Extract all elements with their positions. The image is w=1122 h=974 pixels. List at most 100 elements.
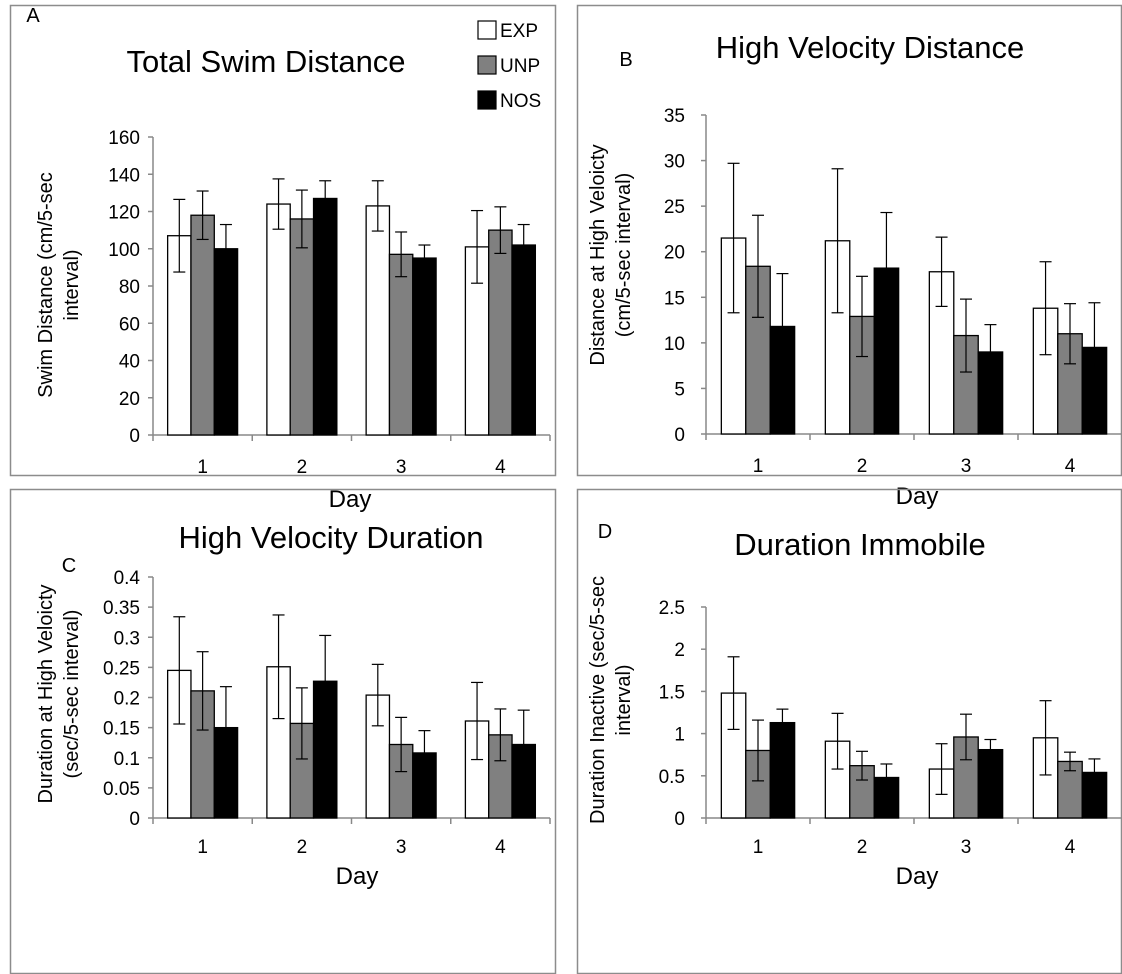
bar-nos-day-2 [312, 197, 338, 436]
error-bar-unp-day-3 [960, 298, 972, 373]
bar-nos-day-1 [213, 248, 239, 436]
legend-swatch-unp [477, 55, 497, 75]
bar-unp-day-4 [488, 229, 513, 436]
y-axis-label: Distance at High Veloicty (cm/5-sec inter… [587, 144, 635, 365]
error-bar-unp-day-4 [1064, 303, 1076, 365]
chart-panel-b: 0 5 10 15 20 25 30 35 1 2 3 4 High Velocity Distance… [576, 4, 1122, 510]
legend-label-nos: NOS [500, 91, 541, 112]
error-bar-unp-day-3 [395, 231, 408, 278]
error-bar-exp-day-2 [272, 614, 285, 720]
y-tick-label: 35 [664, 106, 685, 127]
error-bar-exp-day-3 [371, 663, 384, 727]
y-tick-label: 140 [108, 165, 140, 186]
y-tick-label: 30 [664, 152, 685, 173]
legend-swatch-exp [477, 20, 497, 40]
error-bar-unp-day-4 [1064, 751, 1076, 772]
x-tick-label: 1 [197, 837, 208, 858]
error-bar-nos-day-1 [776, 708, 789, 737]
panel-label: A [26, 5, 40, 27]
y-axis-label: Duration Inactive (sec/5-sec interval) [587, 576, 635, 824]
x-tick-label: 3 [961, 456, 972, 477]
error-bar-unp-day-3 [960, 713, 972, 761]
y-tick-label: 10 [664, 334, 685, 355]
error-bar-exp-day-4 [471, 681, 484, 761]
error-bar-nos-day-2 [319, 634, 332, 728]
legend: EXP UNP NOS [477, 20, 541, 112]
bar-nos-day-2 [873, 776, 900, 819]
x-tick-label: 3 [961, 837, 972, 858]
error-bar-unp-day-4 [494, 708, 507, 762]
y-tick-label: 20 [664, 243, 685, 264]
error-bar-unp-day-4 [494, 206, 507, 255]
x-tick-label: 4 [495, 837, 506, 858]
y-axis-label-line: Duration at High Veloicty [35, 584, 57, 803]
error-bar-unp-day-1 [196, 190, 209, 241]
y-axis-label: Duration at High Veloicty (sec/5-sec inte… [35, 584, 83, 803]
y-tick-label: 100 [108, 240, 140, 261]
x-tick-label: 2 [297, 457, 308, 478]
error-bar-unp-day-3 [395, 716, 408, 773]
bar-exp-day-2 [824, 740, 851, 819]
y-axis-label: Swim Distance (cm/5-sec interval) [35, 172, 83, 398]
y-axis-label-line: interval) [61, 249, 83, 320]
error-bar-unp-day-1 [752, 719, 764, 782]
error-bar-nos-day-2 [880, 211, 893, 325]
chart-panel-c: 0 0.05 0.1 0.15 0.2 0.25 0.3 0.35 0.4 1 2 3 4 High Ve… [9, 488, 557, 974]
legend-label-unp: UNP [500, 56, 540, 77]
y-axis-label-line: (sec/5-sec interval) [61, 610, 83, 779]
panel-label: B [619, 49, 632, 71]
y-tick-label: 0.2 [114, 689, 140, 710]
y-tick-label: 2 [674, 640, 685, 661]
x-tick-label: 2 [857, 837, 868, 858]
x-axis-label: Day [336, 863, 379, 890]
y-tick-label: 120 [108, 203, 140, 224]
error-bar-nos-day-1 [219, 686, 232, 770]
error-bar-unp-day-2 [856, 275, 868, 358]
x-axis-label: Day [896, 483, 939, 510]
x-tick-label: 4 [1065, 456, 1076, 477]
error-bar-exp-day-2 [831, 712, 844, 770]
chart-title: Total Swim Distance [126, 44, 405, 79]
y-tick-label: 0.1 [114, 749, 140, 770]
y-tick-label: 0 [674, 425, 685, 446]
y-tick-label: 5 [674, 379, 685, 400]
error-bar-nos-day-3 [418, 730, 431, 776]
error-bar-exp-day-3 [935, 236, 948, 307]
y-tick-label: 2.5 [659, 598, 685, 619]
y-axis-label-line: Duration Inactive (sec/5-sec [587, 576, 609, 824]
y-tick-label: 0.4 [114, 568, 141, 589]
chart-panel-d: 0 0.5 1 1.5 2 2.5 1 2 3 4 Duration Immobile D Day Dur… [576, 488, 1122, 974]
bar-nos-day-3 [412, 257, 437, 436]
panel-frame [576, 488, 1122, 974]
panel-frame [9, 4, 557, 477]
error-bar-nos-day-3 [984, 738, 997, 761]
error-bar-nos-day-4 [1088, 302, 1101, 393]
y-tick-label: 0 [129, 809, 140, 830]
chart-title: High Velocity Distance [716, 30, 1024, 65]
bar-unp-day-1 [190, 214, 215, 436]
y-tick-label: 0.15 [103, 719, 140, 740]
error-bar-unp-day-1 [196, 651, 209, 731]
y-tick-label: 0.3 [114, 628, 140, 649]
y-tick-label: 25 [664, 197, 685, 218]
error-bar-nos-day-3 [418, 244, 431, 272]
bar-exp-day-3 [365, 205, 391, 436]
y-tick-label: 60 [119, 314, 140, 335]
error-bar-exp-day-2 [831, 168, 844, 314]
y-tick-label: 1 [674, 725, 685, 746]
error-bar-exp-day-3 [371, 180, 384, 232]
y-tick-label: 0.25 [103, 658, 140, 679]
bar-unp-day-2 [289, 218, 315, 436]
chart-title: High Velocity Duration [179, 520, 484, 555]
y-tick-label: 0 [129, 426, 140, 447]
error-bar-nos-day-4 [517, 709, 530, 780]
legend-swatch-nos [477, 90, 497, 110]
error-bar-nos-day-2 [880, 763, 893, 792]
y-axis-label-line: interval) [613, 664, 635, 735]
error-bar-exp-day-1 [173, 616, 186, 725]
y-axis-label-line: (cm/5-sec interval) [613, 173, 635, 337]
y-tick-label: 40 [119, 352, 140, 373]
y-axis-label-line: Swim Distance (cm/5-sec [35, 172, 57, 398]
error-bar-exp-day-1 [173, 198, 186, 273]
x-tick-label: 4 [495, 457, 506, 478]
